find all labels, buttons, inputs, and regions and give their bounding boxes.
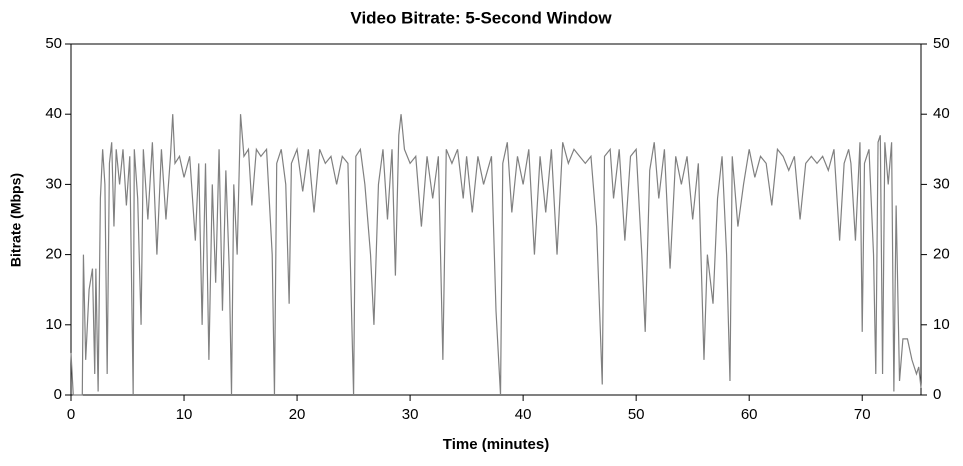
y2-tick-label: 30 xyxy=(933,175,950,192)
chart-title: Video Bitrate: 5-Second Window xyxy=(350,8,612,27)
x-tick-label: 50 xyxy=(628,406,645,423)
x-tick-label: 20 xyxy=(289,406,306,423)
y2-tick-label: 0 xyxy=(933,386,941,403)
y-tick-label: 30 xyxy=(45,175,62,192)
x-tick-label: 60 xyxy=(741,406,758,423)
y-tick-label: 0 xyxy=(54,386,62,403)
y-tick-label: 50 xyxy=(45,35,62,52)
plot-frame xyxy=(70,43,922,396)
x-tick-label: 10 xyxy=(176,406,193,423)
x-axis-label: Time (minutes) xyxy=(443,436,549,453)
x-tick-label: 70 xyxy=(854,406,871,423)
y2-tick-label: 20 xyxy=(933,246,950,263)
y2-tick-label: 40 xyxy=(933,105,950,122)
y2-tick-label: 10 xyxy=(933,316,950,333)
x-tick-label: 30 xyxy=(402,406,419,423)
y2-tick-label: 50 xyxy=(933,35,950,52)
x-tick-label: 40 xyxy=(515,406,532,423)
y-tick-label: 20 xyxy=(45,246,62,263)
x-tick-label: 0 xyxy=(67,406,75,423)
y-tick-label: 10 xyxy=(45,316,62,333)
y-tick-label: 40 xyxy=(45,105,62,122)
bitrate-line xyxy=(70,114,922,396)
y-axis-label: Bitrate (Mbps) xyxy=(8,173,24,267)
